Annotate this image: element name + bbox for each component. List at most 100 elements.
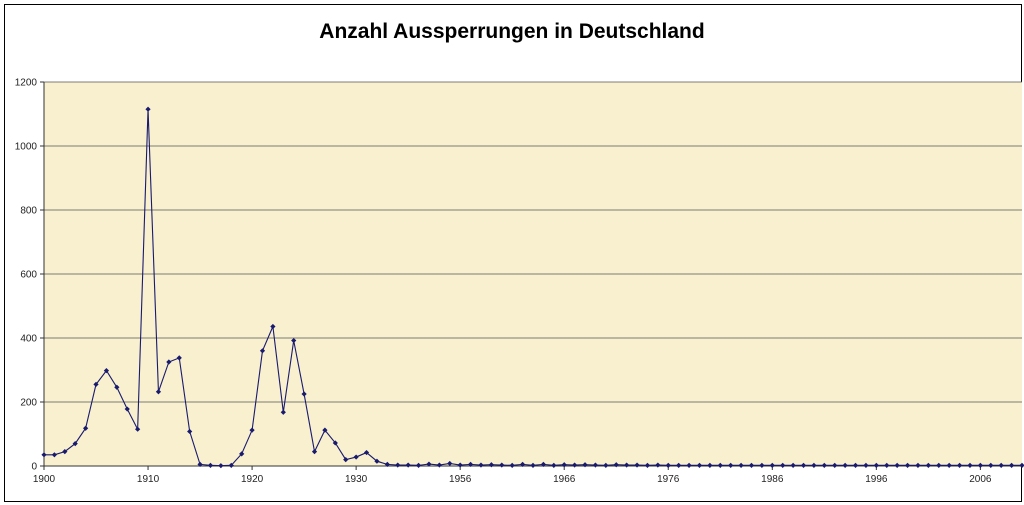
data-point bbox=[405, 462, 411, 468]
x-tick-label: 1930 bbox=[345, 474, 368, 485]
data-point bbox=[478, 462, 484, 468]
data-point bbox=[51, 452, 58, 458]
data-point bbox=[832, 462, 838, 468]
data-point bbox=[228, 462, 234, 468]
data-point bbox=[925, 462, 931, 468]
data-point bbox=[936, 462, 942, 468]
data-point bbox=[457, 462, 463, 468]
x-tick-label: 1910 bbox=[137, 474, 160, 485]
data-point bbox=[218, 463, 224, 469]
data-point bbox=[863, 462, 869, 468]
x-tick-label: 2006 bbox=[969, 474, 992, 485]
data-point bbox=[800, 462, 807, 468]
data-point bbox=[644, 462, 651, 468]
data-point bbox=[176, 355, 182, 361]
data-point bbox=[343, 457, 349, 463]
data-point bbox=[904, 462, 911, 468]
data-point bbox=[780, 462, 786, 468]
data-point bbox=[311, 449, 318, 455]
data-point bbox=[603, 462, 609, 468]
data-point bbox=[114, 384, 120, 390]
data-point bbox=[207, 462, 214, 468]
data-point bbox=[1008, 462, 1015, 468]
data-point bbox=[239, 451, 245, 457]
data-point bbox=[301, 391, 307, 397]
data-point bbox=[197, 461, 203, 467]
data-point bbox=[665, 462, 671, 468]
data-point bbox=[280, 409, 286, 415]
data-point bbox=[322, 427, 328, 433]
data-point bbox=[41, 452, 47, 458]
data-point bbox=[592, 462, 599, 468]
x-tick-label: 1996 bbox=[865, 474, 888, 485]
data-point bbox=[790, 462, 796, 468]
y-tick-label: 0 bbox=[31, 462, 37, 473]
data-point bbox=[135, 426, 141, 432]
data-point bbox=[249, 427, 255, 433]
data-point bbox=[62, 449, 68, 455]
data-point bbox=[415, 462, 422, 468]
data-point bbox=[884, 462, 890, 468]
data-point bbox=[1019, 462, 1024, 468]
data-point bbox=[686, 462, 692, 468]
data-point bbox=[395, 462, 401, 468]
data-point bbox=[998, 462, 1004, 468]
data-point bbox=[561, 462, 567, 468]
data-point bbox=[363, 449, 370, 456]
data-point bbox=[655, 462, 661, 468]
y-tick-label: 1000 bbox=[15, 142, 38, 153]
data-point bbox=[332, 440, 338, 446]
data-point bbox=[499, 462, 505, 468]
x-tick-label: 1986 bbox=[761, 474, 784, 485]
data-point bbox=[696, 462, 703, 468]
y-tick-label: 800 bbox=[20, 206, 37, 217]
data-point bbox=[572, 462, 578, 468]
data-point bbox=[447, 460, 453, 467]
data-point bbox=[353, 454, 359, 460]
y-tick-label: 200 bbox=[20, 398, 37, 409]
data-point bbox=[509, 462, 515, 468]
y-tick-label: 600 bbox=[20, 270, 37, 281]
x-tick-label: 1966 bbox=[553, 474, 576, 485]
data-point bbox=[374, 458, 380, 464]
data-point bbox=[467, 461, 474, 467]
data-point bbox=[582, 462, 588, 468]
data-point bbox=[551, 462, 557, 468]
data-point bbox=[769, 462, 775, 468]
data-point bbox=[187, 428, 193, 435]
data-point bbox=[748, 462, 755, 468]
data-point bbox=[842, 462, 848, 468]
x-tick-label: 1920 bbox=[241, 474, 264, 485]
x-tick-label: 1956 bbox=[449, 474, 472, 485]
data-point bbox=[436, 462, 442, 468]
data-point bbox=[946, 462, 952, 468]
data-point bbox=[977, 462, 983, 468]
data-point bbox=[384, 461, 390, 467]
data-point bbox=[676, 462, 682, 468]
data-point bbox=[624, 462, 630, 468]
data-point bbox=[93, 381, 99, 387]
data-point bbox=[852, 462, 859, 468]
data-point bbox=[530, 462, 536, 468]
y-tick-label: 1200 bbox=[15, 78, 38, 89]
data-point bbox=[166, 359, 172, 365]
data-point bbox=[270, 323, 276, 330]
data-point bbox=[728, 462, 734, 468]
data-point bbox=[738, 462, 744, 468]
data-point bbox=[519, 461, 526, 467]
data-point bbox=[988, 462, 994, 468]
data-point bbox=[759, 462, 765, 468]
data-point bbox=[155, 389, 162, 395]
x-tick-label: 1900 bbox=[33, 474, 56, 485]
data-point bbox=[540, 461, 547, 467]
data-point bbox=[291, 337, 297, 344]
data-point bbox=[259, 348, 266, 354]
data-point bbox=[894, 462, 900, 468]
data-point bbox=[956, 462, 963, 468]
data-point bbox=[103, 368, 110, 374]
data-point bbox=[145, 106, 151, 112]
data-point bbox=[634, 462, 640, 468]
data-point bbox=[873, 462, 879, 468]
data-point bbox=[915, 462, 921, 468]
